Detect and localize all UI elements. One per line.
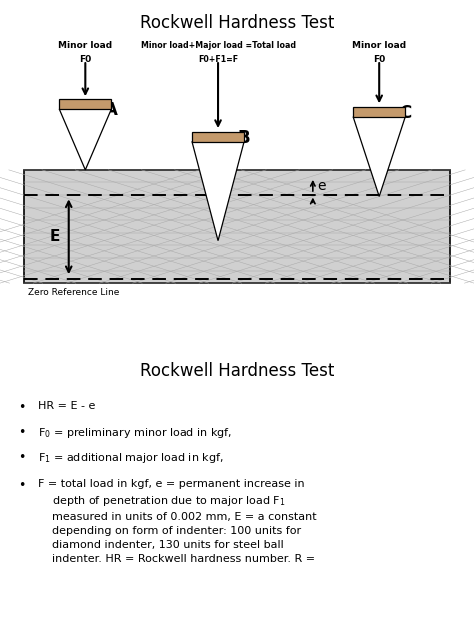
Bar xyxy=(353,107,405,117)
Text: A: A xyxy=(105,101,118,119)
Polygon shape xyxy=(59,109,111,170)
Text: Minor load: Minor load xyxy=(58,40,112,50)
Text: Rockwell Hardness Test: Rockwell Hardness Test xyxy=(140,362,334,380)
Text: F0: F0 xyxy=(79,55,91,64)
Text: F = total load in kgf, e = permanent increase in
    depth of penetration due to: F = total load in kgf, e = permanent inc… xyxy=(38,479,317,564)
Polygon shape xyxy=(353,117,405,197)
Bar xyxy=(192,131,244,142)
Bar xyxy=(24,170,450,283)
Text: F0+F1=F: F0+F1=F xyxy=(198,55,238,64)
Text: •: • xyxy=(18,451,25,465)
Text: •: • xyxy=(18,479,25,492)
Text: F0: F0 xyxy=(373,55,385,64)
Text: C: C xyxy=(399,104,411,123)
Text: •: • xyxy=(18,426,25,439)
Text: B: B xyxy=(238,129,251,147)
Bar xyxy=(59,99,111,109)
Text: Rockwell Hardness Test: Rockwell Hardness Test xyxy=(140,14,334,32)
Text: F$_0$ = preliminary minor load in kgf,: F$_0$ = preliminary minor load in kgf, xyxy=(38,426,232,441)
Text: Minor load+Major load =Total load: Minor load+Major load =Total load xyxy=(140,40,296,50)
Text: •: • xyxy=(18,401,25,414)
Polygon shape xyxy=(192,142,244,241)
Text: e: e xyxy=(318,179,326,193)
Text: HR = E - e: HR = E - e xyxy=(38,401,95,411)
Text: Minor load: Minor load xyxy=(352,40,406,50)
Text: E: E xyxy=(50,229,60,245)
Text: F$_1$ = additional major load in kgf,: F$_1$ = additional major load in kgf, xyxy=(38,451,223,465)
Text: Zero Reference Line: Zero Reference Line xyxy=(28,288,120,298)
